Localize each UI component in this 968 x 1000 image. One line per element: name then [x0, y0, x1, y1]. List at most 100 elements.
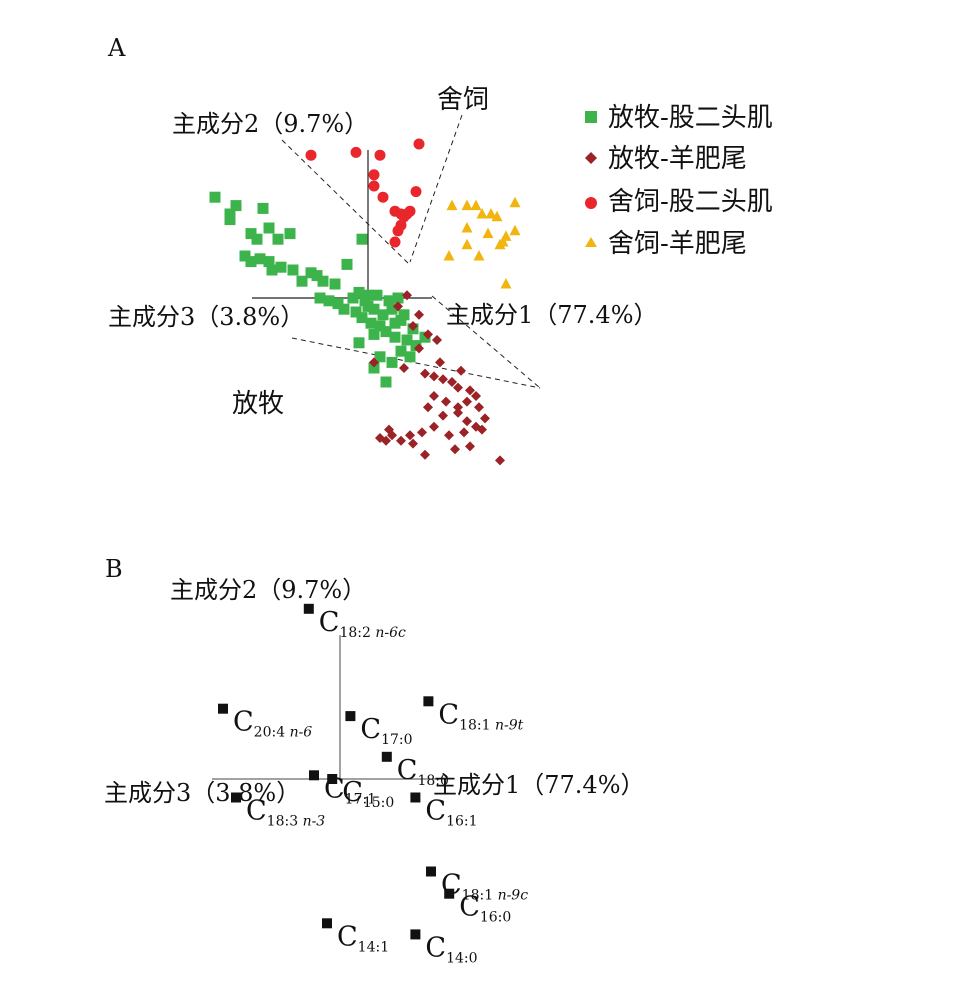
variable-label: C18:1 n-9t [438, 699, 523, 733]
point-diamond-s1 [414, 309, 424, 320]
point-diamond-s1 [480, 413, 490, 424]
point-square-s0 [245, 228, 257, 240]
point-diamond-s1 [405, 430, 415, 441]
point-square-s0 [359, 295, 371, 307]
point-diamond-s1 [420, 368, 430, 379]
point-circle-s2 [374, 149, 386, 161]
point-square-s0 [323, 295, 335, 307]
point-circle-s2 [392, 225, 404, 237]
legend-label: 舍饲-羊肥尾 [608, 229, 747, 259]
point-square-s0 [398, 309, 410, 321]
point-diamond-s1 [441, 396, 451, 407]
point-diamond-s1 [471, 391, 481, 401]
point-triangle-s3 [443, 250, 455, 261]
variable-label: C16:0 [459, 892, 511, 926]
point-square-s0 [392, 292, 404, 304]
point-square-s0 [266, 264, 278, 276]
point-diamond-s1 [465, 441, 475, 452]
point-square-s0 [365, 317, 377, 329]
point-square-s0 [368, 362, 380, 374]
variable-label: C18:3 n-3 [246, 796, 325, 830]
point-triangle-s3 [509, 224, 521, 236]
variable-point [410, 792, 421, 803]
point-triangle-s3 [497, 236, 509, 247]
point-diamond-s1 [474, 402, 484, 413]
variable-point [444, 888, 455, 899]
point-triangle-s3 [485, 208, 497, 219]
point-square-s0 [368, 303, 380, 315]
point-triangle-s3 [461, 238, 473, 250]
panel-a-pc3-label: 主成分3（3.8%） [108, 303, 304, 331]
point-diamond-s1 [429, 371, 439, 382]
point-square-s0 [386, 356, 398, 368]
point-square-s0 [404, 351, 416, 363]
point-square-s0 [353, 337, 365, 349]
point-diamond-s1 [453, 402, 463, 413]
point-square-s0 [383, 295, 395, 307]
point-square-s0 [314, 292, 326, 304]
panel-a-marks [209, 138, 521, 466]
point-circle-s2 [368, 180, 380, 192]
point-circle-s2 [350, 146, 362, 158]
variable-point [426, 866, 436, 877]
point-square-s0 [362, 289, 374, 301]
point-triangle-s3 [446, 199, 458, 211]
variable-label: C16:1 [425, 796, 477, 830]
point-square-s0 [305, 267, 317, 279]
point-square-s0 [389, 331, 401, 343]
panel-a-region-bottom-label: 放牧 [232, 389, 284, 419]
point-circle-s2 [410, 186, 422, 198]
point-diamond-s1 [438, 410, 448, 421]
variable-point [423, 696, 434, 707]
variable-point [327, 774, 338, 784]
point-diamond-s1 [435, 357, 445, 368]
point-triangle-s3 [473, 250, 485, 261]
point-triangle-s3 [500, 278, 512, 289]
point-diamond-s1 [453, 407, 463, 418]
point-square-s0 [380, 376, 392, 388]
point-diamond-s1 [462, 416, 472, 427]
point-diamond-s1 [423, 402, 433, 413]
panel-a-region-top-label: 舍饲 [437, 85, 489, 115]
point-square-s0 [332, 298, 344, 310]
point-diamond-s1 [432, 335, 442, 345]
point-square-s0 [254, 253, 266, 265]
point-square-s0 [338, 303, 350, 315]
panel-a-boundary-line [281, 139, 411, 266]
legend-marker-circle [585, 197, 597, 209]
point-square-s0 [371, 289, 383, 301]
point-circle-s2 [305, 149, 317, 161]
point-diamond-s1 [429, 421, 439, 432]
panel-a: A 主成分2（9.7%） 主成分3（3.8%） 主成分1（77.4%） 舍饲 放… [107, 34, 773, 466]
point-diamond-s1 [462, 396, 472, 407]
point-diamond-s1 [456, 365, 466, 376]
variable-label: C20:4 n-6 [233, 707, 312, 741]
point-square-s0 [341, 258, 353, 270]
point-square-s0 [356, 233, 368, 245]
point-square-s0 [362, 300, 374, 312]
point-diamond-s1 [423, 329, 433, 340]
point-square-s0 [395, 345, 407, 357]
point-circle-s2 [413, 138, 425, 150]
point-square-s0 [296, 275, 308, 287]
point-diamond-s1 [453, 382, 463, 393]
panel-a-pc1-label: 主成分1（77.4%） [446, 301, 658, 329]
point-square-s0 [419, 331, 431, 343]
legend-label: 放牧-股二头肌 [608, 103, 773, 133]
variable-point [345, 711, 356, 722]
point-square-s0 [350, 306, 362, 318]
point-square-s0 [347, 292, 359, 304]
point-square-s0 [386, 303, 398, 315]
legend-marker-diamond [585, 152, 597, 164]
legend-label: 舍饲-股二头肌 [608, 187, 773, 217]
panel-a-boundary-line [291, 337, 541, 389]
point-square-s0 [329, 278, 341, 290]
point-square-s0 [389, 317, 401, 329]
point-triangle-s3 [461, 199, 473, 211]
point-triangle-s3 [482, 227, 494, 239]
point-square-s0 [311, 270, 323, 282]
point-triangle-s3 [491, 210, 503, 222]
point-diamond-s1 [477, 424, 487, 435]
panel-b-pc3-label: 主成分3（3.8%） [104, 779, 300, 807]
